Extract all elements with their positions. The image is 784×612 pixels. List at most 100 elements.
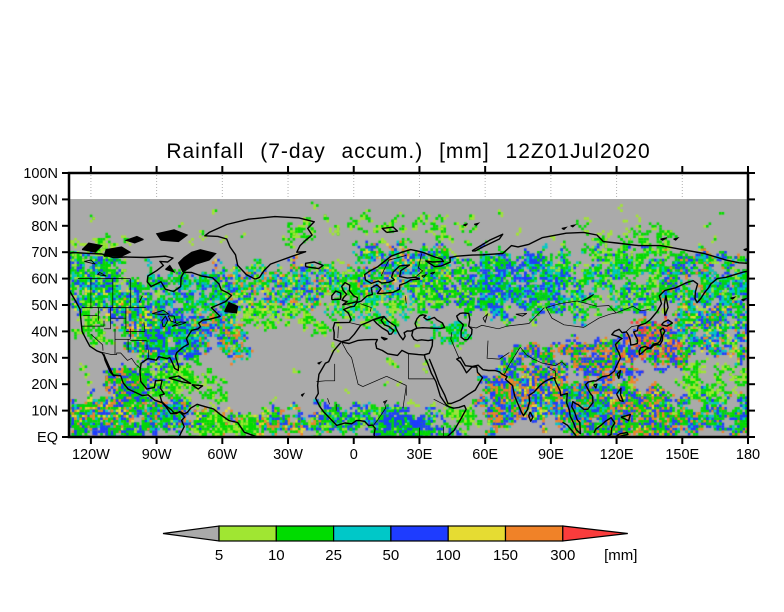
coastline-path bbox=[456, 312, 473, 341]
coastline-path bbox=[168, 375, 192, 385]
colorbar-tick-label: 10 bbox=[268, 547, 285, 564]
colorbar-tick-label: 50 bbox=[383, 547, 400, 564]
country-border-path bbox=[349, 322, 361, 326]
y-axis-label: 50N bbox=[31, 298, 58, 314]
colorbar-left-arrow bbox=[162, 525, 220, 542]
coastline-path bbox=[663, 295, 669, 316]
colorbar-tick-label: 25 bbox=[325, 547, 342, 564]
country-border-path bbox=[362, 375, 387, 387]
lake-outline-path bbox=[430, 271, 436, 275]
island-filled-path bbox=[81, 242, 103, 253]
x-axis-label: 180 bbox=[736, 447, 760, 463]
island-filled-path bbox=[224, 301, 239, 314]
coastline-path bbox=[616, 431, 629, 437]
coastline-path bbox=[620, 413, 632, 422]
coastline-path bbox=[528, 411, 534, 422]
island-filled-path bbox=[103, 246, 132, 257]
country-border-path bbox=[486, 340, 510, 360]
island-filled-path bbox=[124, 235, 144, 244]
island-filled-path bbox=[317, 360, 323, 365]
island-filled-path bbox=[463, 223, 468, 227]
lake-outline-path bbox=[167, 315, 177, 324]
colorbar-segment bbox=[390, 525, 449, 542]
coastline-path bbox=[660, 319, 674, 327]
y-axis-label: 100N bbox=[23, 166, 58, 182]
island-filled-path bbox=[155, 229, 189, 243]
x-axis-label: 120W bbox=[72, 447, 110, 463]
coastline-path bbox=[616, 369, 622, 380]
coastline-path bbox=[304, 261, 324, 270]
colorbar-tick-label: 150 bbox=[493, 547, 518, 564]
country-border-path bbox=[380, 255, 407, 277]
coastline-path bbox=[380, 336, 388, 341]
coastline-path bbox=[428, 270, 748, 435]
x-axis-label: 60W bbox=[207, 447, 237, 463]
lake-outline-path bbox=[84, 259, 96, 265]
country-border-path bbox=[625, 324, 640, 332]
island-filled-path bbox=[660, 237, 668, 241]
country-border-path bbox=[615, 305, 649, 314]
colorbar-right-arrow bbox=[562, 525, 628, 542]
country-border-path bbox=[450, 332, 460, 358]
coastline-path bbox=[638, 327, 666, 356]
island-filled-path bbox=[741, 297, 748, 302]
country-border-path bbox=[545, 300, 617, 328]
colorbar-segment bbox=[447, 525, 507, 542]
coastline-path bbox=[381, 226, 399, 234]
y-axis-label: 60N bbox=[31, 272, 58, 288]
country-border-path bbox=[547, 366, 557, 379]
coastline-path bbox=[593, 383, 598, 389]
x-axis-label: 0 bbox=[350, 447, 358, 463]
map-geography bbox=[69, 215, 748, 437]
lake-outline-path bbox=[421, 273, 428, 278]
y-axis-label: 40N bbox=[31, 324, 58, 340]
country-border-path bbox=[97, 350, 142, 369]
coastline-path bbox=[414, 314, 446, 330]
coastline-path bbox=[341, 281, 359, 306]
island-filled-path bbox=[300, 392, 306, 397]
island-filled-path bbox=[673, 236, 680, 241]
country-border-path bbox=[386, 375, 407, 386]
country-border-path bbox=[504, 347, 521, 375]
country-border-path bbox=[143, 322, 146, 332]
country-border-path bbox=[360, 303, 372, 312]
x-axis-label: 150E bbox=[665, 447, 699, 463]
country-border-path bbox=[341, 342, 364, 387]
x-axis-label: 30W bbox=[273, 447, 303, 463]
colorbar-unit-label: [mm] bbox=[604, 547, 637, 564]
y-axis-label: 90N bbox=[31, 192, 58, 208]
coastline-path bbox=[372, 315, 395, 335]
country-border-path bbox=[433, 398, 449, 407]
y-axis-label: 20N bbox=[31, 377, 58, 393]
colorbar-segment bbox=[218, 525, 277, 542]
colorbar-segment bbox=[504, 525, 564, 542]
country-border-path bbox=[327, 398, 330, 405]
country-border-path bbox=[402, 385, 407, 409]
lake-outline-path bbox=[152, 309, 171, 315]
island-filled-path bbox=[177, 249, 217, 273]
country-border-path bbox=[90, 334, 103, 346]
lake-outline-path bbox=[171, 321, 187, 327]
coastline-path bbox=[332, 231, 748, 343]
lake-outline-path bbox=[383, 399, 388, 404]
coastline-path bbox=[191, 384, 204, 390]
coastline-path bbox=[562, 421, 577, 437]
country-border-path bbox=[316, 363, 336, 382]
y-axis-label: 70N bbox=[31, 245, 58, 261]
x-axis-label: 90E bbox=[538, 447, 564, 463]
x-axis-label: 120E bbox=[600, 447, 634, 463]
island-filled-path bbox=[473, 222, 481, 226]
coastline-path bbox=[69, 289, 186, 437]
y-axis-label: 10N bbox=[31, 404, 58, 420]
lake-outline-path bbox=[138, 295, 143, 303]
coastline-path bbox=[593, 417, 616, 437]
coastline-path bbox=[102, 353, 115, 377]
country-border-path bbox=[414, 253, 424, 278]
island-filled-path bbox=[561, 226, 568, 231]
coastline-path bbox=[314, 342, 376, 437]
coastline-path bbox=[471, 233, 504, 252]
lake-outline-path bbox=[161, 315, 169, 328]
colorbar-segment bbox=[333, 525, 392, 542]
country-border-path bbox=[372, 402, 387, 426]
